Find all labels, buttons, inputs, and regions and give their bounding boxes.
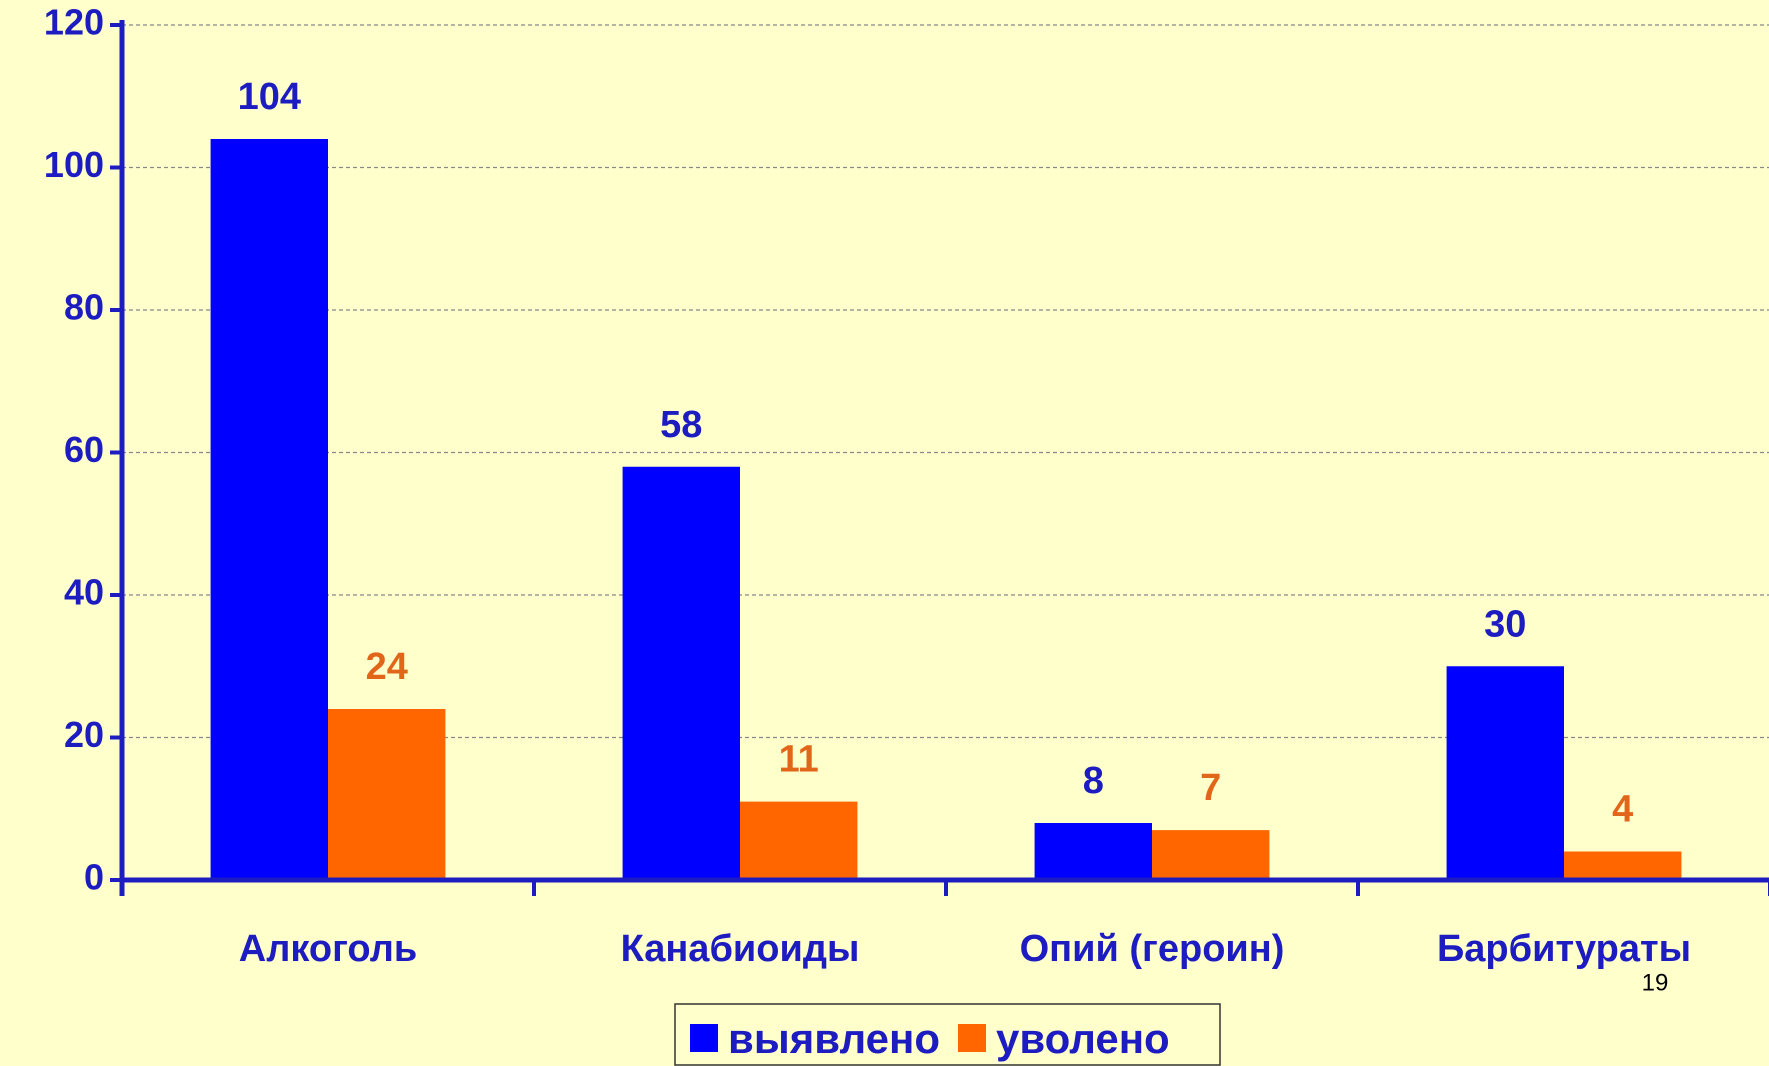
bar [1564, 851, 1682, 880]
y-tick-label: 40 [64, 572, 104, 613]
data-label: 7 [1200, 767, 1221, 809]
legend-label: выявлено [728, 1015, 940, 1062]
data-label: 11 [779, 739, 819, 781]
legend-label: уволено [996, 1015, 1170, 1062]
data-label: 104 [238, 76, 301, 118]
x-tick-label: Барбитураты [1437, 928, 1691, 970]
bar [1446, 666, 1564, 880]
legend-swatch [957, 1024, 986, 1052]
x-tick-label: Опий (героин) [1020, 928, 1285, 970]
y-tick-label: 100 [44, 144, 104, 185]
legend-swatch [690, 1024, 718, 1052]
y-tick-label: 60 [64, 429, 104, 470]
data-label: 8 [1083, 760, 1104, 802]
x-tick-label: Алкоголь [239, 928, 417, 970]
bar [622, 466, 740, 880]
data-label: 24 [366, 646, 408, 688]
bar [1152, 830, 1270, 880]
y-tick-label: 0 [84, 857, 104, 898]
data-label: 4 [1612, 789, 1633, 831]
page-number: 19 [1642, 969, 1669, 996]
x-tick-label: Канабиоиды [621, 928, 860, 970]
y-tick-label: 20 [64, 714, 104, 755]
bar [328, 709, 446, 880]
y-tick-label: 120 [44, 2, 104, 43]
data-label: 30 [1484, 603, 1526, 645]
bar [210, 139, 328, 880]
y-tick-label: 80 [64, 287, 104, 328]
legend-box [674, 1003, 1221, 1066]
bar [1034, 823, 1152, 880]
data-label: 58 [660, 404, 702, 446]
bar [740, 801, 858, 880]
